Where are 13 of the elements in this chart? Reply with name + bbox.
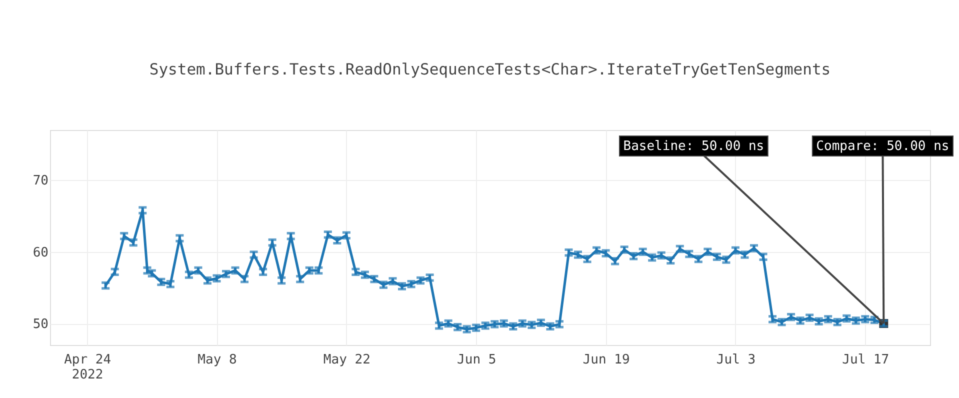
chart-title: System.Buffers.Tests.ReadOnlySequenceTests<Char>.IterateTryGetTenSegments — [149, 60, 831, 78]
y-tick-label: 50 — [32, 317, 48, 332]
x-tick-label: May 22 — [323, 352, 370, 368]
x-tick-label: Jul 17 — [842, 352, 890, 368]
x-tick-label: May 8 — [198, 352, 237, 368]
annotation: Baseline: 50.00 ns — [623, 139, 764, 154]
y-tick-label: 70 — [32, 174, 48, 189]
annotation: Compare: 50.00 ns — [816, 139, 950, 154]
x-tick-label: Jul 3 — [716, 352, 756, 368]
x-tick-label: Jun 19 — [582, 352, 630, 368]
x-tick-label: Apr 24 2022 — [64, 352, 112, 382]
y-tick-label: 60 — [32, 245, 48, 260]
x-tick-label: Jun 5 — [457, 352, 496, 368]
